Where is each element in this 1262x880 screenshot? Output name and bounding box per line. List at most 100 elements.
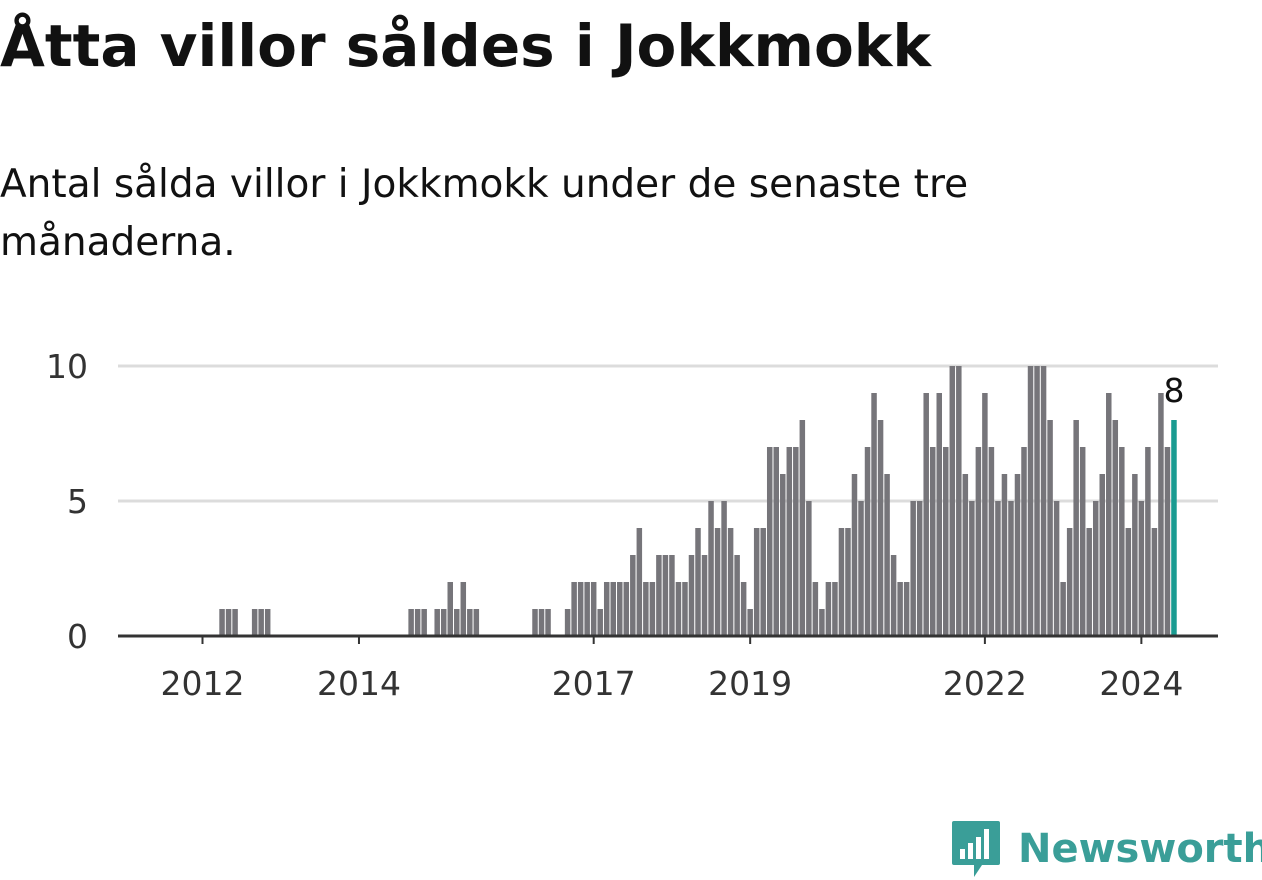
x-tick-label: 2024 (1099, 664, 1183, 703)
bar (662, 555, 669, 636)
bar (643, 582, 649, 636)
bar (1164, 447, 1171, 636)
brand-name: Newsworthy (1018, 826, 1262, 872)
bar (225, 609, 232, 636)
bar (988, 447, 995, 636)
bar (688, 555, 695, 636)
bar (1138, 501, 1145, 636)
bar (610, 582, 616, 636)
bar (1158, 393, 1164, 636)
highlighted-bar (1171, 420, 1177, 636)
bar (851, 474, 858, 636)
bar (956, 366, 962, 636)
bar (408, 609, 414, 636)
bar (838, 528, 845, 636)
bar (695, 528, 701, 636)
x-tick-label: 2017 (552, 664, 636, 703)
bar (708, 501, 714, 636)
bar (760, 528, 766, 636)
bar (793, 447, 799, 636)
bar (1086, 528, 1092, 636)
bar (682, 582, 688, 636)
bar (1060, 582, 1066, 636)
bar (1092, 501, 1099, 636)
bar (936, 393, 942, 636)
bar (617, 582, 623, 636)
bar (584, 582, 590, 636)
bar (773, 447, 779, 636)
bar (473, 609, 480, 636)
bar (564, 609, 571, 636)
bar (440, 609, 447, 636)
bar (897, 582, 903, 636)
bar (812, 582, 819, 636)
bar (264, 609, 271, 636)
y-tick-label: 10 (46, 347, 88, 386)
bar (1145, 447, 1151, 636)
bar (819, 609, 825, 636)
bar (995, 501, 1001, 636)
bar (636, 528, 643, 636)
bar (858, 501, 864, 636)
bar (727, 528, 734, 636)
axes: 0 5 10 8 2012 2014 2017 2019 2022 2024 (46, 347, 1218, 703)
bar (251, 609, 258, 636)
x-tick-label: 2014 (317, 664, 401, 703)
bar (864, 447, 871, 636)
bar (806, 501, 812, 636)
bar (1132, 474, 1138, 636)
bar (832, 582, 838, 636)
bar (1047, 420, 1053, 636)
bar (1008, 501, 1014, 636)
bar (649, 582, 656, 636)
bar (447, 582, 453, 636)
chart-title: Åtta villor såldes i Jokkmokk (0, 12, 931, 80)
bar (962, 474, 969, 636)
bar (1073, 420, 1079, 636)
bar (949, 366, 956, 636)
bar (871, 393, 877, 636)
bar (577, 582, 584, 636)
bar (421, 609, 427, 636)
bar (1014, 474, 1021, 636)
bar (734, 555, 740, 636)
bar (943, 447, 949, 636)
bar (460, 582, 467, 636)
bar (1099, 474, 1105, 636)
bar (923, 393, 929, 636)
bar (434, 609, 440, 636)
bar (1119, 447, 1125, 636)
bar (969, 501, 975, 636)
bar (714, 528, 721, 636)
bar-series (219, 366, 1177, 636)
bar (675, 582, 682, 636)
bar (669, 555, 675, 636)
bar (571, 582, 577, 636)
bar (630, 555, 636, 636)
bar (454, 609, 460, 636)
bar (532, 609, 538, 636)
bar (538, 609, 545, 636)
bar (721, 501, 727, 636)
bar (975, 447, 982, 636)
bar (753, 528, 760, 636)
bar (884, 474, 890, 636)
bar (656, 555, 662, 636)
gridlines (118, 364, 1218, 503)
bar (1079, 447, 1086, 636)
y-tick-label: 0 (67, 617, 88, 656)
bar-chart: 0 5 10 8 2012 2014 2017 2019 2022 2024 (46, 347, 1218, 703)
bar (747, 609, 753, 636)
bar (877, 420, 884, 636)
bar (825, 582, 832, 636)
bar (1027, 366, 1034, 636)
newsworthy-logo: Newsworthy (950, 818, 1262, 880)
bar (232, 609, 238, 636)
bar (590, 582, 597, 636)
bar (786, 447, 793, 636)
x-tick-label: 2019 (708, 664, 792, 703)
bar (766, 447, 773, 636)
bar (799, 420, 806, 636)
bar (1106, 393, 1112, 636)
chart-subtitle: Antal sålda villor i Jokkmokk under de s… (0, 162, 969, 265)
